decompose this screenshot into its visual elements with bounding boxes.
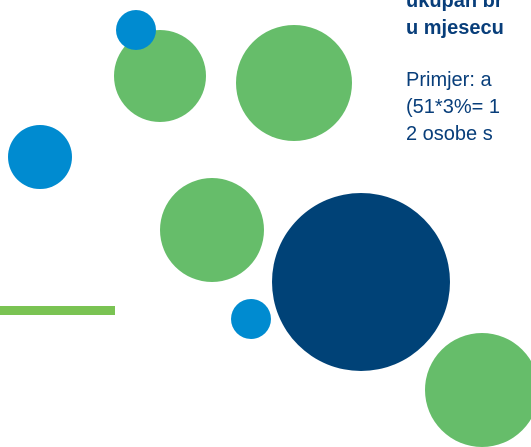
example-text: Primjer: a (51*3%= 1 2 osobe s xyxy=(406,67,531,148)
green-circle-bottom-right xyxy=(425,333,531,447)
example-line-3: 2 osobe s xyxy=(406,123,493,145)
example-line-2: (51*3%= 1 xyxy=(406,96,500,118)
example-line-1: Primjer: a xyxy=(406,69,492,91)
blue-circle-small-top xyxy=(116,10,156,50)
green-divider-bar xyxy=(0,306,115,315)
green-circle-middle xyxy=(160,178,264,282)
blue-circle-small-bottom xyxy=(231,299,271,339)
blue-circle-left xyxy=(8,125,72,189)
green-circle-large-top xyxy=(236,25,352,141)
heading-line-1: ukupan br xyxy=(406,0,503,12)
navy-circle-large xyxy=(272,193,450,371)
heading-line-2: u mjesecu xyxy=(406,17,504,39)
slide-text: ukupan br u mjesecu Primjer: a (51*3%= 1… xyxy=(406,0,531,148)
